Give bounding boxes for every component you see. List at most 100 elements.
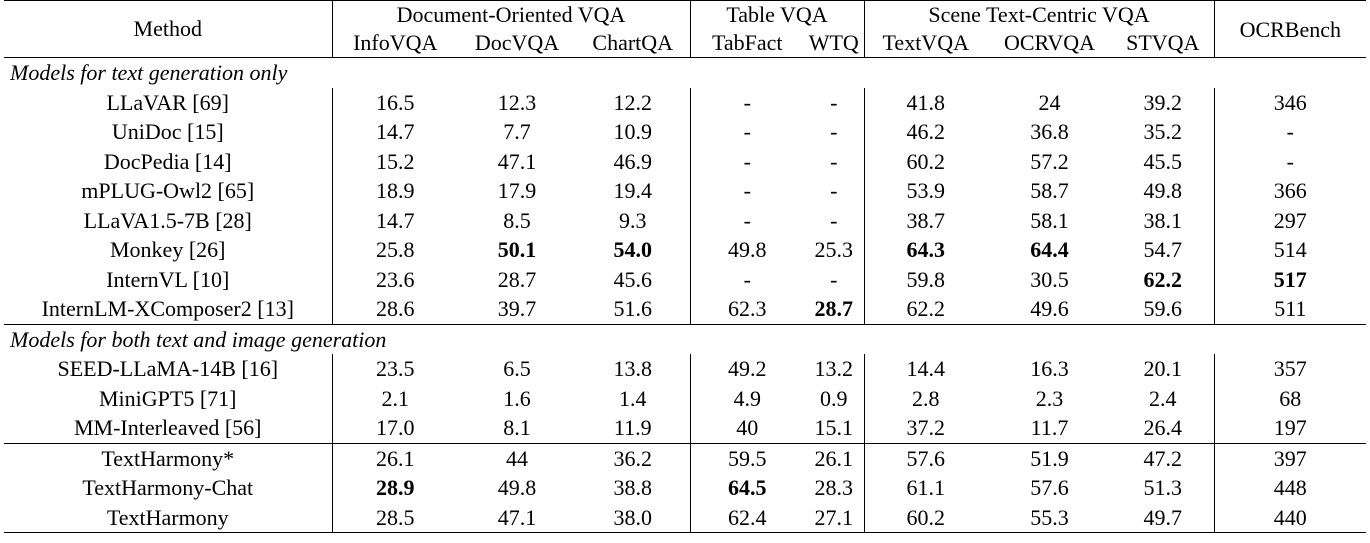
value-cell: 51.6 (576, 294, 691, 324)
method-cell: SEED-LLaMA-14B [16] (4, 354, 333, 384)
method-cell: InternVL [10] (4, 264, 333, 294)
table-row: MM-Interleaved [56] 17.0 8.1 11.9 40 15.1 37.2… (4, 413, 1366, 443)
value-cell: 41.8 (906, 89, 946, 115)
value-cell: 1.6 (503, 385, 531, 411)
value-cell: 50.1 (497, 237, 537, 262)
value-cell: - (804, 264, 865, 294)
value-cell: - (743, 148, 751, 174)
value-cell: 2.1 (381, 385, 410, 411)
value-cell: 24 (1038, 89, 1061, 115)
col-textvqa: TextVQA (882, 30, 969, 55)
value-cell: 19.4 (576, 176, 691, 206)
value-cell: 49.8 (1112, 176, 1215, 206)
value-cell: 366 (1273, 178, 1307, 203)
value-cell: 62.2 (1112, 264, 1215, 294)
group-header-row: Method Document-Oriented VQA Table VQA S… (4, 0, 1367, 58)
value-cell: 30.5 (1030, 266, 1069, 292)
value-cell: 13.8 (576, 354, 691, 384)
value-cell: 28.3 (804, 473, 865, 503)
value-cell: 49.2 (728, 356, 767, 381)
value-cell: 59.8 (906, 266, 946, 292)
value-cell: 40 (736, 415, 759, 440)
value-cell: 6.5 (503, 356, 531, 381)
value-cell: 15.2 (376, 148, 415, 174)
value-cell: 35.2 (1112, 117, 1215, 147)
method-cell: mPLUG-Owl2 [65] (4, 176, 333, 206)
value-cell: 46.9 (576, 146, 691, 176)
method-header: Method (4, 0, 333, 58)
table-row: mPLUG-Owl2 [65] 18.9 17.9 19.4 - - 53.9 58.7 49.… (4, 176, 1366, 206)
value-cell: 49.8 (728, 237, 767, 262)
value-cell: 44 (458, 442, 576, 473)
value-cell: 15.1 (804, 413, 865, 443)
value-cell: 28.9 (376, 475, 415, 500)
value-cell: - (743, 119, 751, 144)
value-cell: 45.6 (576, 264, 691, 294)
value-cell: 12.3 (497, 89, 537, 115)
value-cell: 0.9 (804, 383, 865, 413)
value-cell: 2.8 (912, 385, 940, 411)
value-cell: 45.5 (1112, 146, 1215, 176)
value-cell: 440 (1214, 502, 1367, 533)
method-cell: LLaVAR [69] (4, 87, 333, 117)
value-cell: - (804, 117, 865, 147)
value-cell: 64.4 (1030, 237, 1069, 262)
value-cell: 26.1 (332, 442, 458, 473)
method-cell: MM-Interleaved [56] (4, 413, 333, 443)
group-document-vqa: Document-Oriented VQA (332, 0, 691, 28)
value-cell: 26.1 (804, 442, 865, 473)
value-cell: 38.1 (1112, 205, 1215, 235)
value-cell: - (804, 146, 865, 176)
value-cell: 28.6 (376, 296, 415, 321)
value-cell: 2.3 (1035, 385, 1064, 411)
value-cell: 68 (1279, 385, 1302, 411)
value-cell: 11.9 (576, 413, 691, 443)
value-cell: 60.2 (864, 502, 988, 533)
value-cell: - (743, 178, 751, 203)
value-cell: 11.7 (1030, 415, 1069, 440)
table-row: Monkey [26] 25.8 50.1 54.0 49.8 25.3 64.3 64.4 5… (4, 235, 1366, 265)
value-cell: 46.2 (906, 119, 946, 144)
value-cell: 12.2 (576, 87, 691, 117)
value-cell: 20.1 (1112, 354, 1215, 384)
value-cell: 18.9 (376, 178, 415, 203)
value-cell: 47.1 (497, 148, 537, 174)
value-cell: 1.4 (576, 383, 691, 413)
value-cell: 14.7 (376, 207, 415, 233)
value-cell: 16.3 (1030, 356, 1069, 381)
value-cell: - (743, 266, 751, 292)
value-cell: 7.7 (503, 119, 531, 144)
value-cell: 36.2 (576, 442, 691, 473)
value-cell: - (743, 207, 751, 233)
value-cell: 62.3 (728, 296, 767, 321)
value-cell: 17.0 (376, 415, 415, 440)
value-cell: 357 (1273, 356, 1307, 381)
value-cell: 14.7 (376, 119, 415, 144)
col-infovqa: InfoVQA (353, 30, 438, 55)
value-cell: 59.6 (1112, 294, 1215, 324)
value-cell: 57.6 (864, 442, 988, 473)
value-cell: 49.6 (1030, 296, 1069, 321)
value-cell: 47.2 (1112, 442, 1215, 473)
value-cell: 23.5 (376, 356, 415, 381)
value-cell: 54.7 (1112, 235, 1215, 265)
value-cell: 39.2 (1112, 87, 1215, 117)
value-cell: 55.3 (987, 502, 1113, 533)
method-cell: MiniGPT5 [71] (4, 383, 333, 413)
value-cell: - (743, 89, 751, 115)
value-cell: 51.3 (1112, 473, 1215, 503)
method-cell: InternLM-XComposer2 [13] (4, 294, 333, 324)
value-cell: 13.2 (804, 354, 865, 384)
value-cell: 25.3 (804, 235, 865, 265)
value-cell: 517 (1273, 266, 1307, 292)
value-cell: 4.9 (733, 385, 762, 411)
value-cell: 39.7 (497, 296, 537, 321)
value-cell: - (1286, 148, 1294, 174)
value-cell: - (804, 176, 865, 206)
table-row: MiniGPT5 [71] 2.1 1.6 1.4 4.9 0.9 2.8 2.3 2.4 68 (4, 383, 1366, 413)
value-cell: 38.7 (906, 207, 946, 233)
value-cell: 59.5 (690, 442, 805, 473)
col-chartqa: ChartQA (576, 28, 691, 58)
value-cell: 25.8 (376, 237, 415, 262)
section-header: Models for both text and image generatio… (4, 323, 1367, 354)
